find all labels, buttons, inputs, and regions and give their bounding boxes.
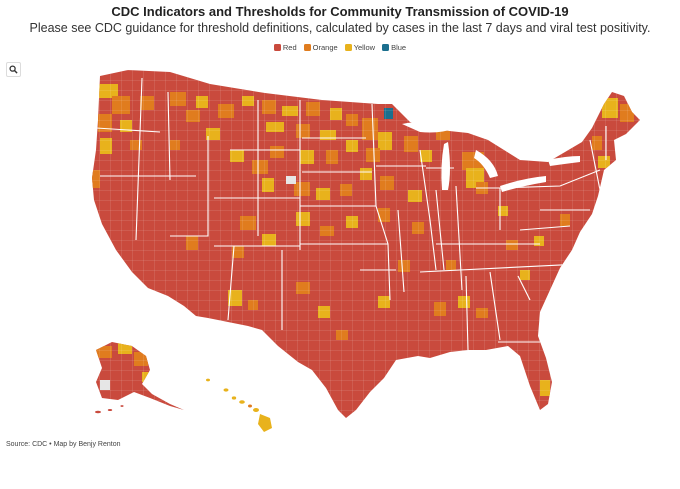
source-credit: Source: CDC • Map by Benjy Renton bbox=[6, 441, 121, 448]
legend-label-orange: Orange bbox=[312, 43, 338, 52]
legend-label-yellow: Yellow bbox=[353, 43, 376, 52]
hawaii bbox=[231, 396, 272, 432]
legend-item-yellow[interactable]: Yellow bbox=[344, 43, 376, 52]
map-title: CDC Indicators and Thresholds for Commun… bbox=[111, 4, 569, 19]
legend-swatch-yellow bbox=[344, 44, 352, 51]
legend-label-blue: Blue bbox=[391, 43, 407, 52]
legend-item-orange[interactable]: Orange bbox=[303, 43, 338, 52]
legend-swatch-blue bbox=[382, 44, 390, 51]
legend-swatch-red bbox=[273, 44, 281, 51]
map-subtitle: Please see CDC guidance for threshold de… bbox=[29, 21, 651, 35]
legend-item-blue[interactable]: Blue bbox=[382, 43, 406, 52]
search-icon bbox=[9, 65, 18, 74]
zoom-button[interactable] bbox=[6, 62, 21, 77]
legend-item-red[interactable]: Red bbox=[273, 43, 297, 52]
legend-swatch-orange bbox=[303, 44, 311, 51]
legend: Red Orange Yellow Blue bbox=[0, 43, 680, 52]
legend-label-red: Red bbox=[282, 43, 297, 52]
